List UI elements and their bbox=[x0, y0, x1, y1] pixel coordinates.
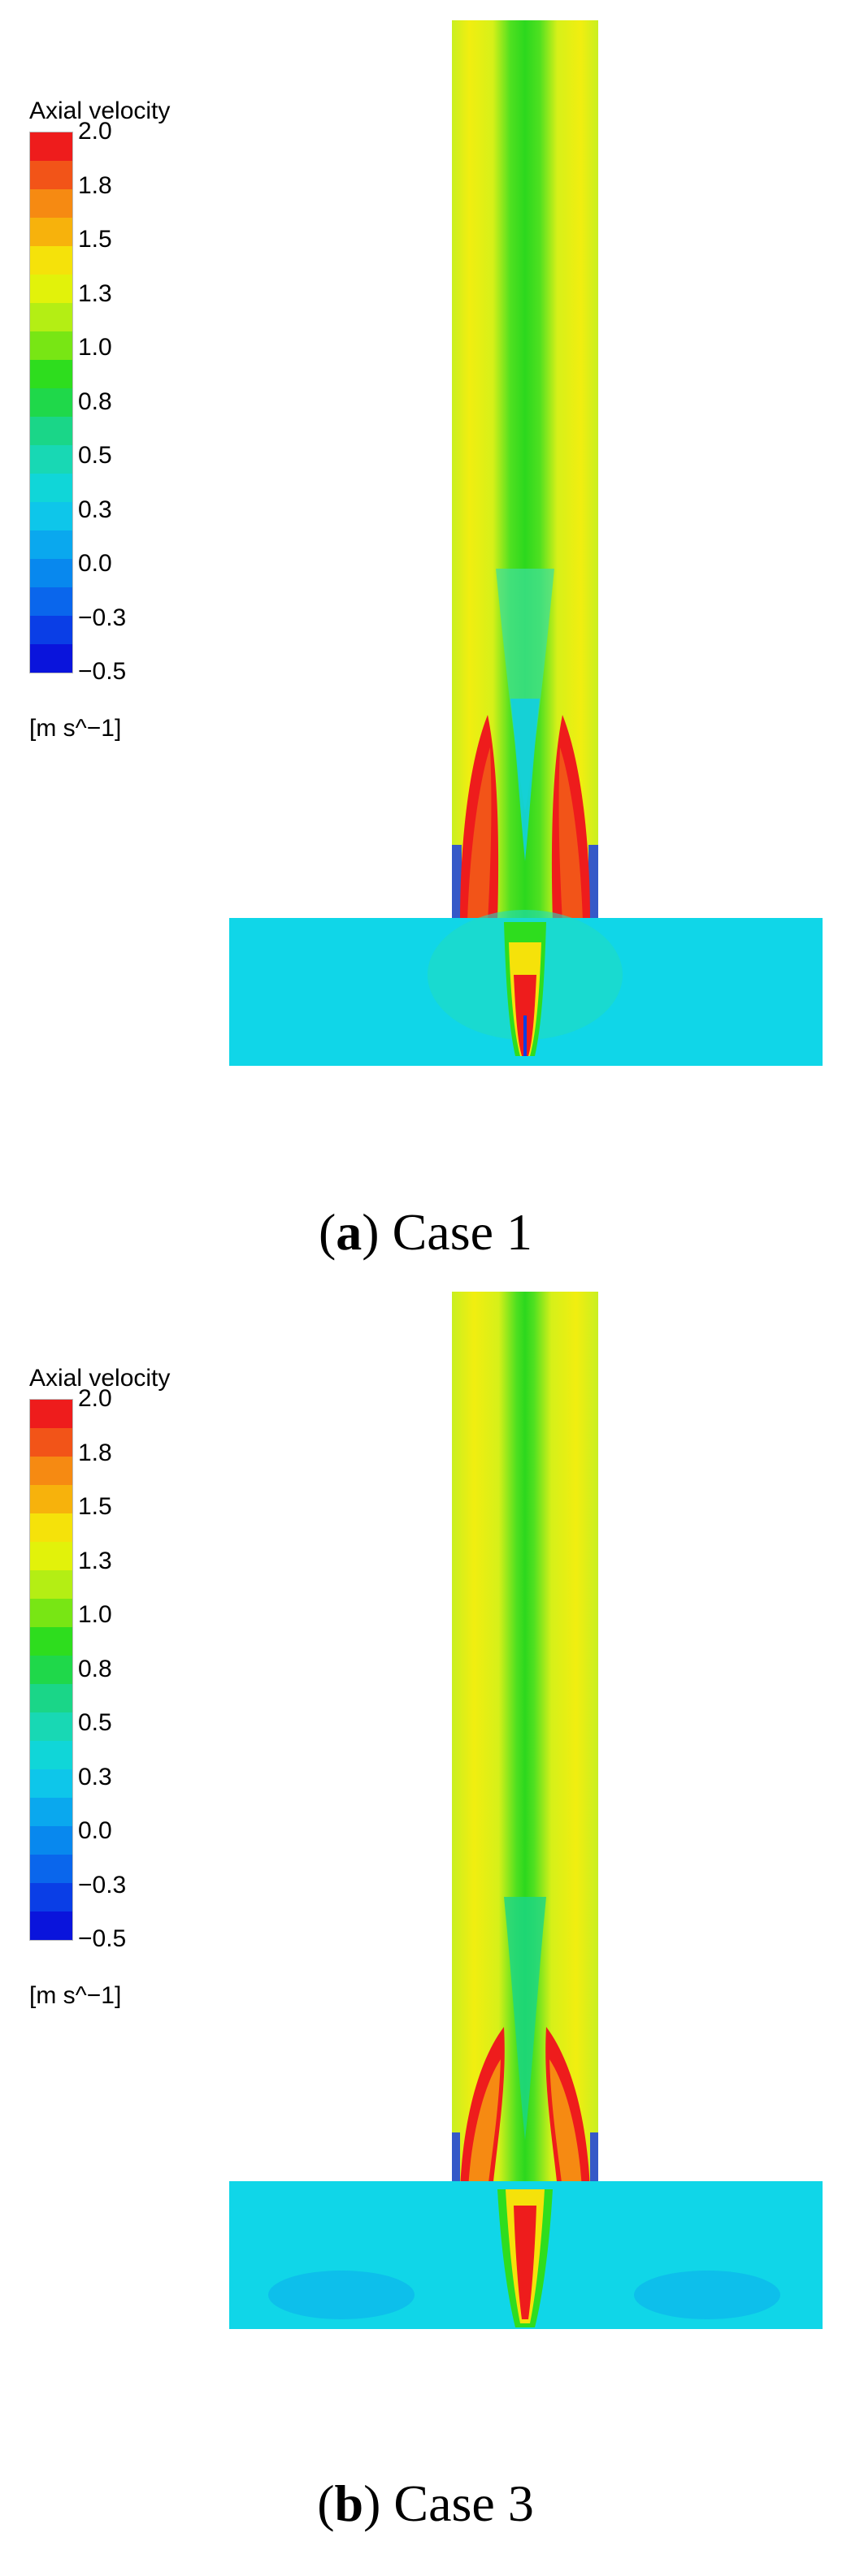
legend-tick-label: −0.3 bbox=[78, 604, 127, 631]
legend-tick-label: 2.0 bbox=[78, 1385, 112, 1412]
legend-color-step bbox=[30, 303, 72, 331]
legend-color-step bbox=[30, 360, 72, 388]
legend-color-step bbox=[30, 1883, 72, 1911]
caption-b: (b) Case 3 bbox=[317, 2474, 534, 2532]
legend-units: [m s^−1] bbox=[29, 1982, 122, 2009]
legend-title: Axial velocity bbox=[29, 1365, 171, 1392]
legend-color-step bbox=[30, 1485, 72, 1513]
legend-color-step bbox=[30, 530, 72, 559]
legend-tick-label: −0.3 bbox=[78, 1871, 127, 1898]
legend-color-step bbox=[30, 445, 72, 474]
legend-color-step bbox=[30, 218, 72, 246]
legend-color-step bbox=[30, 502, 72, 530]
caption-text: Case 1 bbox=[392, 1203, 533, 1261]
legend-color-step bbox=[30, 1400, 72, 1428]
legend-units: [m s^−1] bbox=[29, 715, 122, 742]
legend-color-step bbox=[30, 474, 72, 502]
legend-tick-label: 0.0 bbox=[78, 1817, 112, 1844]
caption-text: Case 3 bbox=[393, 2474, 534, 2532]
legend-tick-label: −0.5 bbox=[78, 1925, 127, 1952]
legend-color-step bbox=[30, 388, 72, 417]
legend-color-step bbox=[30, 1457, 72, 1485]
legend-color-step bbox=[30, 275, 72, 303]
legend-color-step bbox=[30, 1428, 72, 1457]
legend-color-step bbox=[30, 189, 72, 218]
legend-tick-label: 1.0 bbox=[78, 1601, 112, 1628]
legend-color-step bbox=[30, 1656, 72, 1684]
legend-color-step bbox=[30, 161, 72, 189]
legend-color-step bbox=[30, 331, 72, 360]
legend-tick-label: 0.0 bbox=[78, 550, 112, 577]
panel-case-1: Axial velocity [m s^−1] bbox=[29, 20, 823, 1261]
legend-colorbar bbox=[29, 132, 73, 673]
legend-color-step bbox=[30, 1542, 72, 1570]
legend-color-step bbox=[30, 559, 72, 587]
legend-tick-label: 1.5 bbox=[78, 1493, 112, 1520]
legend-color-step bbox=[30, 1769, 72, 1798]
legend-color-step bbox=[30, 246, 72, 275]
legend-color-step bbox=[30, 1684, 72, 1712]
legend-color-step bbox=[30, 417, 72, 445]
axial-velocity-contour bbox=[229, 1292, 823, 2329]
legend-color-step bbox=[30, 587, 72, 616]
legend-tick-label: 0.3 bbox=[78, 1763, 112, 1790]
axial-velocity-contour bbox=[229, 20, 823, 1066]
legend-color-step bbox=[30, 1513, 72, 1542]
panel-case-3: Axial velocity [m s^−1] bbox=[0, 1279, 851, 2576]
legend-tick-label: 1.3 bbox=[78, 1547, 112, 1574]
legend-color-step bbox=[30, 1911, 72, 1940]
legend-color-step bbox=[30, 132, 72, 161]
caption-a: (a) Case 1 bbox=[318, 1203, 533, 1261]
legend-tick-label: 0.5 bbox=[78, 1709, 112, 1736]
legend-title: Axial velocity bbox=[29, 97, 171, 124]
legend-tick-label: −0.5 bbox=[78, 658, 127, 685]
legend-color-step bbox=[30, 1741, 72, 1769]
legend-color-step bbox=[30, 616, 72, 644]
legend-tick-label: 0.8 bbox=[78, 387, 112, 415]
caption-letter: b bbox=[334, 2474, 364, 2532]
legend-color-step bbox=[30, 1855, 72, 1883]
legend-tick-label: 1.8 bbox=[78, 1439, 112, 1466]
legend-tick-label: 1.3 bbox=[78, 279, 112, 307]
legend-colorbar bbox=[29, 1399, 73, 1941]
legend-color-step bbox=[30, 1599, 72, 1627]
legend-tick-label: 2.0 bbox=[78, 118, 112, 145]
caption-letter: a bbox=[336, 1203, 363, 1261]
legend-tick-label: 1.8 bbox=[78, 171, 112, 199]
legend-tick-label: 1.5 bbox=[78, 226, 112, 253]
legend-tick-label: 0.5 bbox=[78, 442, 112, 469]
legend-color-step bbox=[30, 1798, 72, 1826]
legend-tick-label: 0.8 bbox=[78, 1655, 112, 1682]
legend-color-step bbox=[30, 1570, 72, 1599]
legend-tick-label: 1.0 bbox=[78, 334, 112, 361]
legend-color-step bbox=[30, 1826, 72, 1855]
legend-color-step bbox=[30, 644, 72, 673]
legend-color-step bbox=[30, 1627, 72, 1656]
legend-tick-label: 0.3 bbox=[78, 496, 112, 523]
legend-color-step bbox=[30, 1712, 72, 1741]
